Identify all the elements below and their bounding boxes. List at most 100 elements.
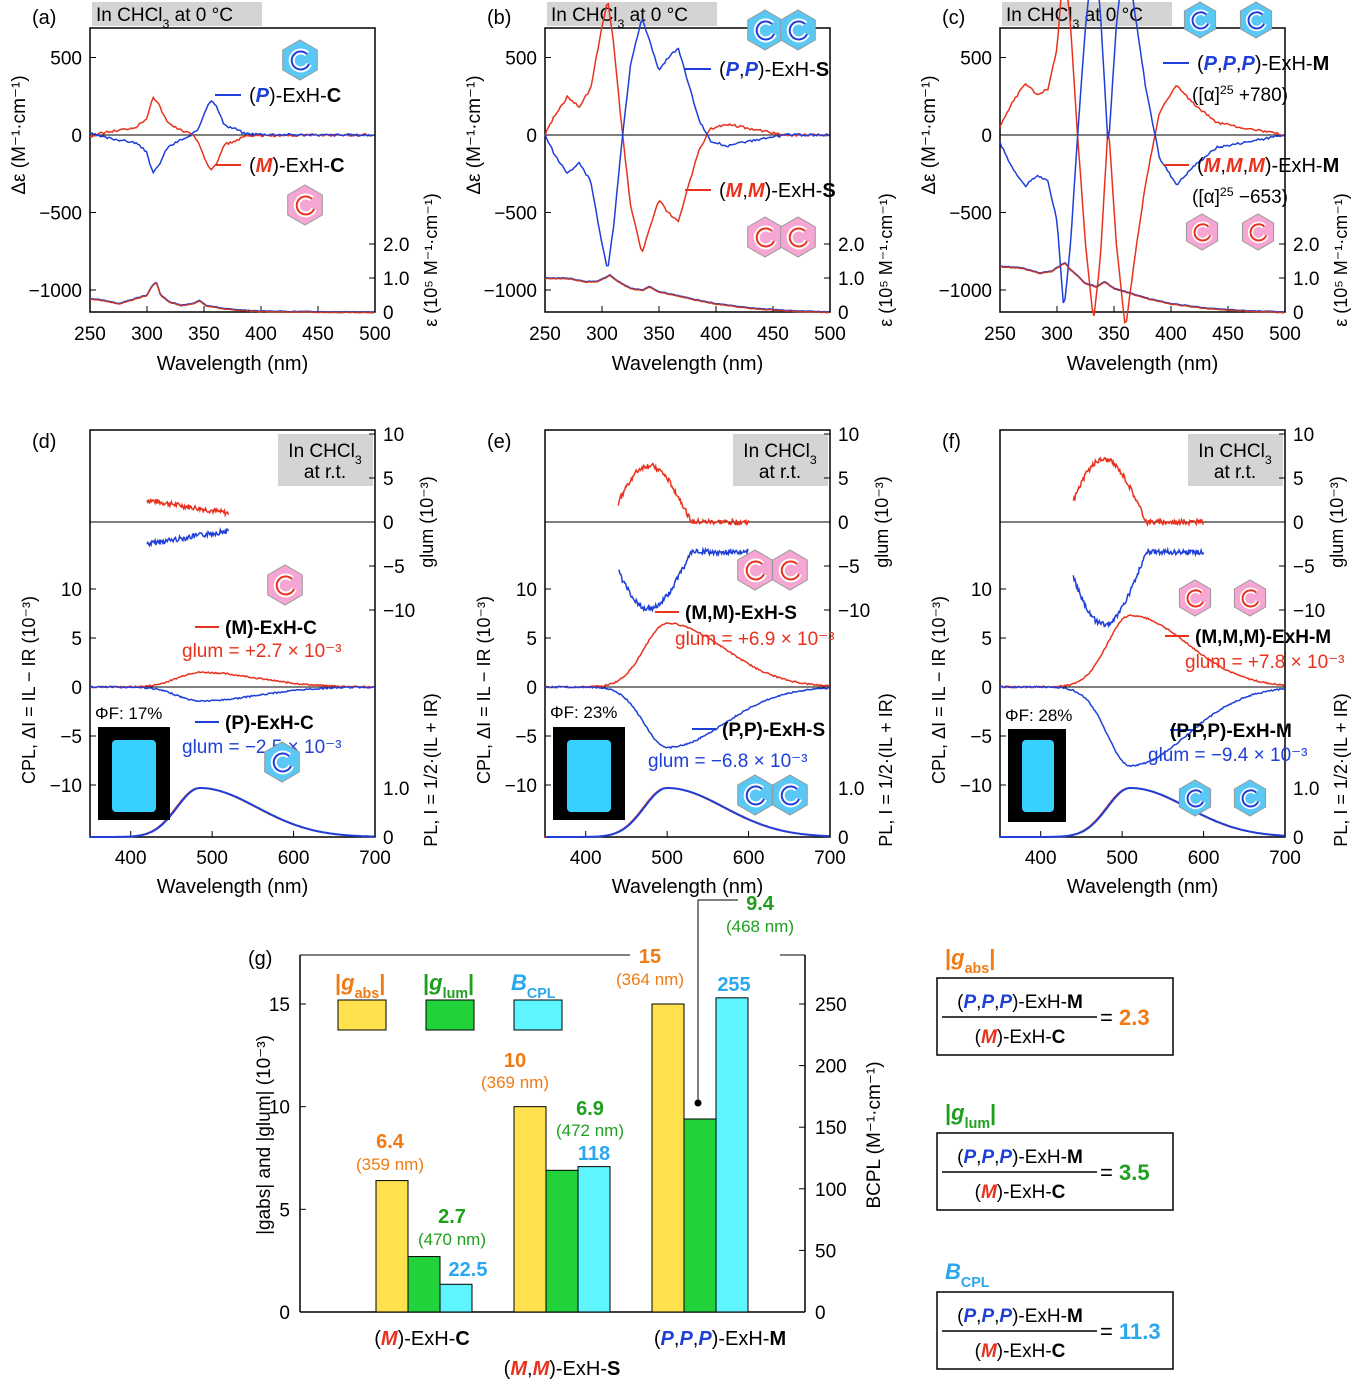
panel-letter: (d) [32, 431, 56, 453]
x-tick-label: 500 [1106, 848, 1138, 869]
y-axis-label: CPL, ΔI = IL − IR (10⁻³) [929, 596, 949, 784]
y-axis-label: Δε (M⁻¹·cm⁻¹) [464, 75, 485, 194]
y-tick-label: 15 [269, 995, 290, 1016]
hexagon-M-icon [1185, 213, 1219, 251]
y2-tick-label: 10 [838, 425, 859, 446]
condition-label: at r.t. [1214, 462, 1256, 483]
rotation-arrow-icon [1247, 11, 1266, 30]
glum-curve-P [1072, 546, 1205, 629]
y2-tick-label: 1.0 [838, 269, 864, 290]
x-tick-label: 600 [1188, 848, 1220, 869]
hexagon-P-icon [1183, 1, 1217, 39]
absorption-curve-M [544, 274, 830, 314]
glum-curve-P [146, 526, 230, 548]
y2-tick-label: −10 [838, 601, 870, 622]
y-tick-label: 5 [71, 629, 82, 650]
x-tick-label: 500 [359, 324, 391, 345]
x-tick-label: 450 [1212, 324, 1244, 345]
y-tick-label: 0 [981, 678, 992, 699]
hexagon-shape [1241, 213, 1275, 251]
ratio-denominator: (M)-ExH-C [975, 1182, 1066, 1203]
hexagon-shape [1185, 213, 1219, 251]
bar-bcpl [715, 997, 749, 1313]
y3-tick-label: 1.0 [838, 779, 864, 800]
y-tick-label: −500 [494, 204, 537, 225]
y-axis-label: CPL, ΔI = IL − IR (10⁻³) [19, 596, 39, 784]
legend-entry-M: (M)-ExH-C [225, 618, 317, 639]
ratio-denominator: (M)-ExH-C [975, 1341, 1066, 1362]
panel-letter: (b) [487, 7, 511, 29]
glum-curve-M [1072, 456, 1205, 528]
y2-tick-label: 0 [838, 303, 849, 324]
hexagon-P-icon [780, 9, 816, 51]
legend-entry-P: (P)-ExH-C [225, 713, 314, 734]
panel-letter: (c) [942, 7, 965, 29]
hexagon-M-icon [287, 184, 323, 226]
y-tick-label: 500 [960, 49, 992, 70]
y-axis-label: Δε (M⁻¹·cm⁻¹) [9, 75, 30, 194]
ratio-numerator: (P,P,P)-ExH-M [957, 1306, 1083, 1327]
legend-entry-M: (M)-ExH-C [249, 155, 345, 177]
hexagon-shape [1178, 579, 1212, 617]
y2-tick-label: 100 [815, 1180, 847, 1201]
data-label: 10 [504, 1050, 526, 1072]
rotation-arrow-icon [290, 50, 310, 71]
leader-dot [694, 1099, 702, 1107]
legend-entry-P: (P,P)-ExH-S [722, 720, 825, 741]
rotation-arrow-icon [780, 785, 800, 806]
hexagon-P-icon [772, 774, 808, 816]
rotation-arrow-icon [1193, 223, 1212, 242]
y2-tick-label: 50 [815, 1241, 836, 1262]
legend-swatch-gabs [337, 999, 387, 1031]
y-tick-label: −500 [949, 204, 992, 225]
y2-axis-label: glum (10⁻³) [417, 476, 437, 568]
x-tick-label: 350 [1098, 324, 1130, 345]
quantum-yield: ΦF: 23% [550, 703, 617, 722]
rotation-arrow-icon [1241, 589, 1260, 608]
ratio-value: = 11.3 [1100, 1319, 1161, 1344]
leader-line [697, 899, 738, 1102]
condition-label: at r.t. [304, 462, 346, 483]
hexagon-shape [267, 564, 303, 606]
hexagon-P-icon [282, 39, 318, 81]
cpl-curve-M [89, 670, 375, 689]
optical-rotation-P: ([α]25 +780) [1192, 83, 1288, 106]
y3-tick-label: 1.0 [1293, 779, 1319, 800]
quantum-yield: ΦF: 28% [1005, 706, 1072, 725]
data-label: 6.4 [376, 1131, 405, 1153]
y2-tick-label: 250 [815, 995, 847, 1016]
glum-value-P: glum = −2.5 × 10⁻³ [182, 737, 342, 758]
y2-tick-label: 200 [815, 1057, 847, 1078]
y-tick-label: 10 [971, 580, 992, 601]
y-tick-label: −1000 [939, 281, 992, 302]
y2-tick-label: 0 [383, 303, 394, 324]
rotation-arrow-icon [745, 785, 765, 806]
bar-glum [683, 1118, 717, 1313]
data-label: 15 [639, 946, 661, 968]
data-label: 22.5 [449, 1259, 488, 1281]
glum-curve-P [618, 546, 749, 613]
y2-axis-label: BCPL (M⁻¹·cm⁻¹) [864, 1061, 885, 1208]
legend-swatch-bcpl [513, 999, 563, 1031]
hexagon-shape [737, 774, 773, 816]
x-tick-label: (M,M)-ExH-S [504, 1358, 621, 1380]
legend-label-glum: |glum| [423, 970, 474, 1002]
bar-glum [545, 1169, 579, 1313]
plot-frame [89, 27, 376, 313]
glum-curve-M [146, 498, 230, 518]
legend-entry-M: (M,M,M)-ExH-M [1195, 627, 1331, 648]
hexagon-shape [1233, 779, 1267, 817]
y2-axis-label: glum (10⁻³) [1327, 476, 1347, 568]
condition-box [92, 2, 262, 26]
glum-curve-M [617, 462, 750, 527]
pl-curve-P [545, 787, 830, 838]
x-axis-label: Wavelength (nm) [1067, 876, 1219, 898]
bar-gabs [513, 1106, 547, 1313]
x-tick-label: 500 [651, 848, 683, 869]
y-tick-label: 0 [71, 678, 82, 699]
y2-tick-label: −5 [1293, 557, 1315, 578]
y-tick-label: 500 [505, 49, 537, 70]
ratio-numerator: (P,P,P)-ExH-M [957, 1147, 1083, 1168]
x-axis-label: Wavelength (nm) [612, 353, 764, 375]
